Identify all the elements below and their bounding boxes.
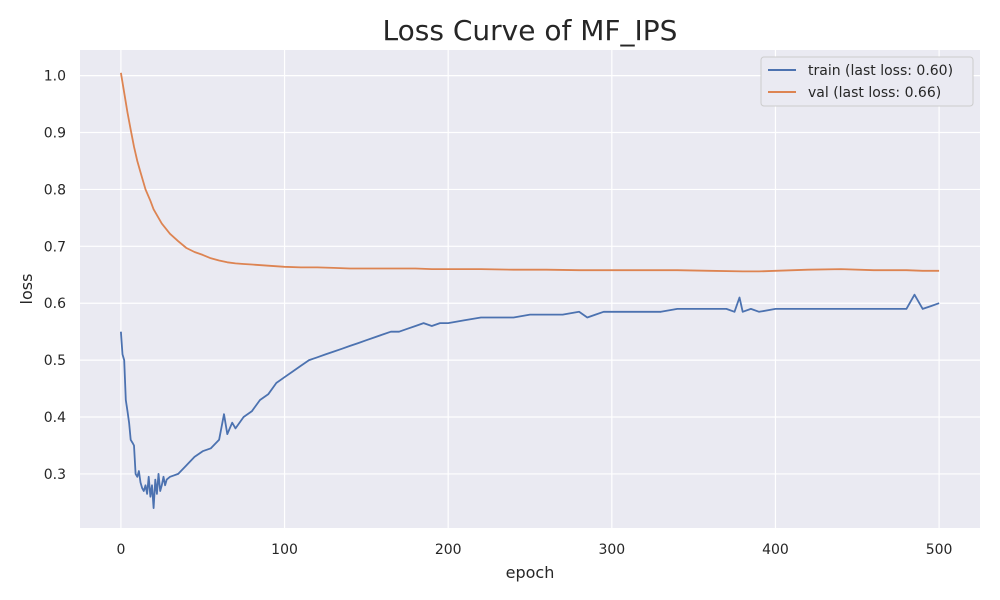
y-tick-label: 0.8 bbox=[44, 182, 66, 198]
legend-entry-train: train (last loss: 0.60) bbox=[808, 63, 953, 79]
x-axis-label: epoch bbox=[506, 563, 555, 582]
series-line-val bbox=[120, 72, 940, 273]
chart-title: Loss Curve of MF_IPS bbox=[383, 14, 678, 47]
x-tick-label: 400 bbox=[762, 542, 789, 558]
y-tick-label: 1.0 bbox=[44, 69, 66, 85]
y-tick-label: 0.7 bbox=[44, 239, 66, 255]
x-tick-label: 500 bbox=[926, 542, 953, 558]
y-tick-label: 0.4 bbox=[44, 410, 66, 426]
y-tick-label: 0.3 bbox=[44, 467, 66, 483]
series-lines bbox=[120, 72, 940, 510]
tick-labels: 0 100 200 300 400 500 0.3 0.4 0.5 0.6 0.7 0.8 0.9 1.0 bbox=[44, 69, 953, 558]
y-axis-label: loss bbox=[17, 274, 36, 305]
x-tick-label: 0 bbox=[116, 542, 125, 558]
y-tick-label: 0.9 bbox=[44, 126, 66, 142]
plot-area bbox=[80, 50, 980, 528]
legend-entry-val: val (last loss: 0.66) bbox=[808, 85, 941, 101]
y-tick-label: 0.6 bbox=[44, 296, 66, 312]
x-tick-label: 100 bbox=[271, 542, 298, 558]
legend-box bbox=[760, 56, 974, 107]
x-tick-label: 300 bbox=[598, 542, 625, 558]
grid bbox=[80, 50, 980, 528]
series-line-train bbox=[120, 293, 940, 510]
y-tick-label: 0.5 bbox=[44, 353, 66, 369]
x-tick-label: 200 bbox=[435, 542, 462, 558]
legend: train (last loss: 0.60) val (last loss: … bbox=[760, 56, 974, 107]
